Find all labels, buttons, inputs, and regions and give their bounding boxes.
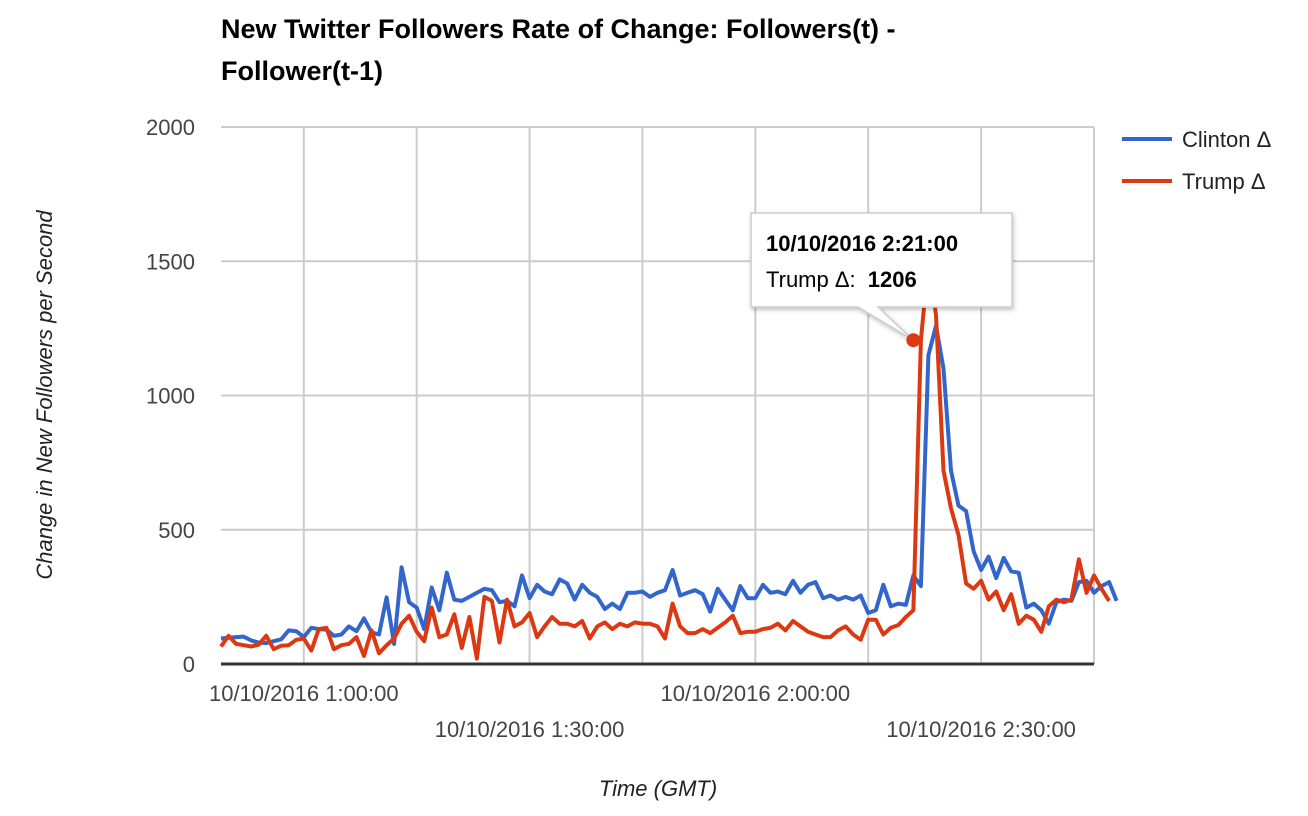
legend: Clinton Δ Trump Δ [1122,127,1272,194]
x-tick-label: 10/10/2016 1:00:00 [209,681,399,706]
series-lines [219,259,1119,661]
x-axis-title: Time (GMT) [599,776,717,801]
chart-title-line-1: New Twitter Followers Rate of Change: Fo… [221,14,896,44]
highlighted-data-point[interactable] [906,333,921,348]
tooltip-body: Trump Δ: 1206 [766,267,917,292]
legend-label-clinton: Clinton Δ [1182,127,1272,152]
legend-label-trump: Trump Δ [1182,169,1266,194]
y-axis-ticks: 0 500 1000 1500 2000 [146,115,195,677]
y-tick-label: 0 [183,652,195,677]
series-line-clinton[interactable] [220,323,1119,646]
y-tick-label: 2000 [146,115,195,140]
tooltip: 10/10/2016 2:21:00 Trump Δ: 1206 [750,212,1013,348]
legend-item-trump[interactable]: Trump Δ [1122,169,1266,194]
chart-title-line-2: Follower(t-1) [221,56,383,86]
tooltip-title: 10/10/2016 2:21:00 [766,231,958,256]
x-axis-ticks: 10/10/2016 1:00:00 10/10/2016 1:30:00 10/1… [209,681,1076,742]
y-tick-label: 1000 [146,384,195,409]
series-line-trump[interactable] [219,259,1111,661]
x-tick-label: 10/10/2016 2:30:00 [886,717,1076,742]
x-tick-label: 10/10/2016 2:00:00 [661,681,851,706]
tooltip-value: 1206 [868,267,917,292]
y-axis-title: Change in New Followers per Second [32,210,57,580]
tooltip-box [750,212,1013,341]
legend-item-clinton[interactable]: Clinton Δ [1122,127,1272,152]
gridlines [221,126,1095,664]
y-tick-label: 1500 [146,249,195,274]
x-tick-label: 10/10/2016 1:30:00 [435,717,625,742]
y-tick-label: 500 [158,518,195,543]
tooltip-series-label: Trump Δ: [766,267,856,292]
